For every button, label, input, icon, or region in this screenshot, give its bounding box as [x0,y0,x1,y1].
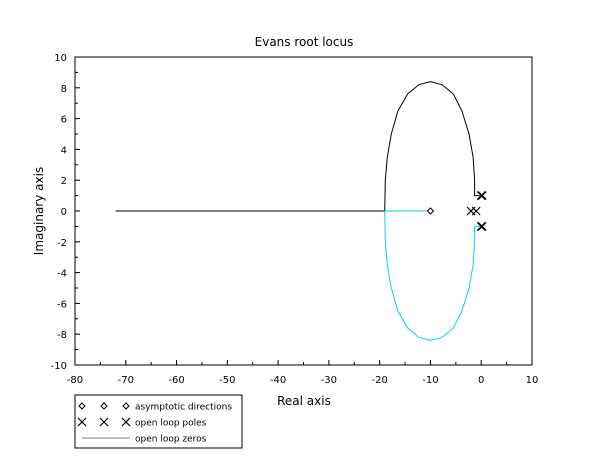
y-tick-label: 4 [61,145,67,156]
y-tick-label: -4 [57,269,67,280]
legend-label: open loop zeros [135,435,207,445]
x-tick-label: -20 [371,375,387,386]
legend-diamond-marker [122,402,130,410]
x-axis: -80 -70 -60 -50 -40 -30 -20 -10 0 10 [67,360,539,386]
legend-x-marker [77,417,87,427]
x-tick-label: -60 [168,375,184,386]
marker-layer [426,191,487,231]
y-tick-label: 6 [61,115,67,126]
legend-label: open loop poles [135,419,207,429]
open-loop-pole-marker [477,221,487,231]
open-loop-pole-marker [477,191,487,201]
y-tick-label: 2 [61,176,67,187]
x-tick-label: -10 [422,375,438,386]
y-tick-label: -6 [57,299,67,310]
x-axis-label: Real axis [277,394,331,408]
locus-branch-2 [384,210,480,341]
legend: asymptotic directions open loop poles open… [74,394,243,449]
chart-title: Evans root locus [255,35,354,49]
y-tick-label: 8 [61,84,67,95]
y-tick-label: -8 [57,330,67,341]
legend-x-marker [121,417,131,427]
y-tick-label: -10 [51,361,67,372]
x-tick-label: -80 [67,375,83,386]
x-tick-label: -50 [219,375,235,386]
y-tick-label: 10 [54,53,67,64]
series-layer [115,81,480,341]
x-tick-label: 0 [478,375,484,386]
y-axis-label: Imaginary axis [32,167,46,255]
legend-x-marker [99,417,109,427]
legend-label: asymptotic directions [135,403,232,413]
x-tick-label: 10 [526,375,539,386]
open-loop-pole-marker [476,191,486,201]
asymptote-center-marker [426,207,435,215]
locus-branch-1 [115,81,480,212]
legend-diamond-marker [100,402,108,410]
y-tick-label: 0 [61,207,67,218]
open-loop-pole-marker [476,221,486,231]
legend-items: asymptotic directions open loop poles open… [77,402,232,445]
x-tick-label: -30 [321,375,337,386]
y-axis: -10 -8 -6 -4 -2 0 2 4 6 8 10 [51,53,80,372]
legend-diamond-marker [78,402,86,410]
open-loop-pole-marker [471,206,481,216]
x-tick-label: -70 [118,375,134,386]
x-tick-label: -40 [270,375,286,386]
y-tick-label: -2 [57,238,67,249]
